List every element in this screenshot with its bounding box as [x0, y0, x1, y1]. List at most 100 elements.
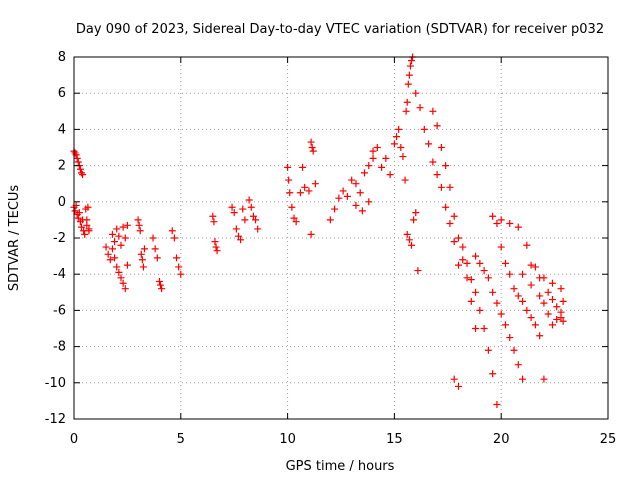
data-point — [399, 153, 407, 161]
series-cluster-17h — [429, 107, 480, 332]
data-point — [510, 346, 518, 354]
series-cluster-0.6h — [83, 203, 93, 235]
y-axis-ticks: -12 -10 -8 -6 -4 -2 0 2 4 6 8 — [45, 50, 608, 427]
data-point — [467, 297, 475, 305]
data-point — [403, 98, 411, 106]
data-point — [506, 334, 514, 342]
data-point — [352, 180, 360, 188]
data-point — [326, 216, 334, 224]
series-cluster-15.3h — [390, 125, 409, 184]
data-point — [406, 62, 414, 70]
data-point — [228, 203, 236, 211]
data-point — [106, 256, 114, 264]
data-layer — [70, 53, 567, 409]
data-point — [358, 207, 366, 215]
y-tick-label: 6 — [58, 86, 66, 101]
data-point — [84, 203, 92, 211]
data-point — [484, 346, 492, 354]
series-cluster-11.2h — [307, 138, 317, 155]
data-point — [514, 361, 522, 369]
series-cluster-10.8h — [296, 163, 319, 238]
data-point — [209, 212, 217, 220]
data-point — [553, 303, 561, 311]
series-cluster-15.7h-low — [403, 209, 422, 275]
data-point — [79, 171, 87, 179]
data-point — [480, 267, 488, 275]
y-tick-label: -4 — [53, 267, 66, 282]
data-point — [480, 325, 488, 332]
data-point — [136, 227, 144, 235]
data-point — [115, 232, 123, 240]
data-point — [81, 230, 89, 238]
series-cluster-2.0h — [108, 221, 131, 249]
data-point — [519, 375, 527, 383]
data-point — [410, 216, 418, 224]
data-point — [454, 234, 462, 242]
data-point — [234, 232, 242, 240]
data-point — [102, 243, 110, 251]
data-point — [484, 274, 492, 282]
data-point — [405, 71, 413, 79]
data-point — [390, 140, 398, 148]
y-axis-label: SDTVAR / TECUs — [7, 185, 22, 292]
data-point — [73, 154, 81, 162]
y-tick-label: -2 — [53, 231, 66, 246]
x-tick-label: 25 — [600, 432, 617, 447]
data-point — [117, 274, 125, 282]
series-cluster-12.5h — [326, 154, 377, 224]
data-point — [386, 171, 394, 179]
data-point — [382, 154, 390, 162]
data-point — [437, 183, 445, 191]
data-point — [213, 247, 221, 255]
data-point — [299, 163, 307, 171]
data-point — [247, 203, 255, 211]
data-point — [307, 138, 315, 146]
data-point — [365, 162, 373, 170]
series-cluster-21h — [497, 216, 565, 293]
x-tick-label: 10 — [279, 432, 296, 447]
data-point — [309, 147, 317, 155]
y-tick-label: -8 — [53, 340, 66, 355]
data-point — [111, 254, 119, 262]
data-point — [544, 288, 552, 296]
data-point — [531, 263, 539, 271]
data-point — [241, 216, 249, 224]
data-point — [71, 207, 79, 215]
data-point — [429, 158, 437, 166]
data-point — [348, 176, 356, 184]
x-axis-ticks: 0 5 10 15 20 25 — [70, 57, 616, 447]
data-point — [123, 221, 131, 229]
data-point — [393, 133, 401, 141]
data-point — [472, 288, 480, 296]
data-point — [168, 227, 176, 235]
data-point — [252, 216, 260, 224]
data-point — [308, 144, 316, 151]
series-cluster-6.5h — [209, 212, 221, 255]
data-point — [210, 218, 218, 226]
data-point — [527, 314, 535, 322]
data-point — [245, 196, 253, 204]
data-point — [553, 315, 561, 323]
data-point — [506, 220, 514, 228]
data-point — [459, 243, 467, 251]
data-point — [510, 285, 518, 293]
data-point — [463, 259, 471, 267]
data-point — [284, 163, 292, 171]
data-point — [397, 144, 405, 151]
x-tick-label: 5 — [177, 432, 185, 447]
series-cluster-3.0h — [134, 216, 148, 271]
data-point — [442, 162, 450, 170]
data-point — [175, 263, 183, 271]
data-point — [369, 147, 377, 155]
data-point — [454, 382, 462, 390]
data-point — [497, 310, 505, 318]
data-point — [137, 250, 145, 258]
data-point — [343, 192, 351, 200]
data-point — [149, 234, 157, 242]
data-point — [123, 261, 131, 269]
data-point — [476, 259, 484, 267]
data-point — [151, 245, 159, 253]
data-point — [446, 220, 454, 228]
data-point — [85, 227, 93, 235]
